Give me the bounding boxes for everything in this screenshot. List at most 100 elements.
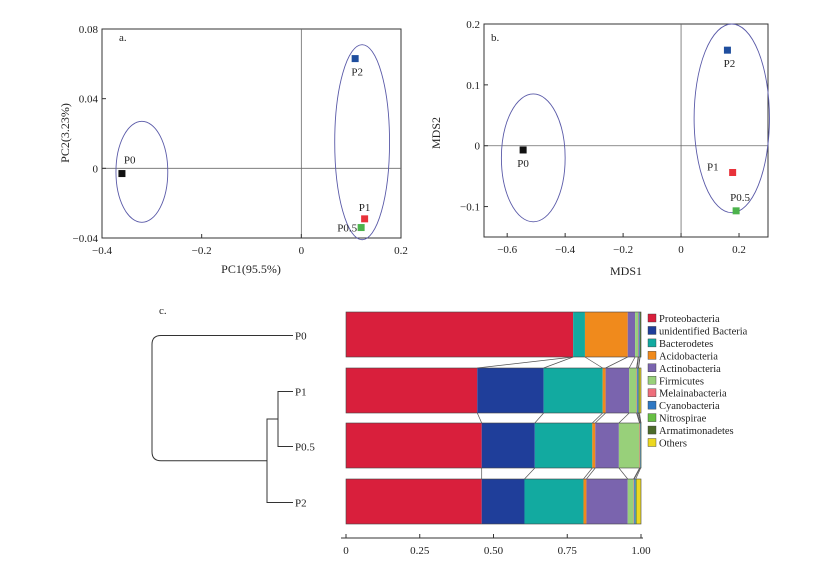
bar-segment-P2-proteobacteria [346, 479, 482, 524]
x-tick-label-c: 0.75 [558, 545, 578, 557]
bar-connector [636, 356, 639, 369]
x-tick-label-c: 0 [343, 545, 349, 557]
bar-segment-P0-5-proteobacteria [346, 423, 482, 468]
x-tick-label-a: −0.2 [192, 245, 212, 257]
point-P0-5-a [357, 224, 365, 232]
legend-label: Proteobacteria [659, 314, 720, 325]
bar-segment-P1-acidobacteria [602, 368, 606, 413]
bar-connector [636, 356, 639, 369]
bar-segment-P1-unidentified-bacteria [477, 368, 544, 413]
stacked-bars: 0 0.25 0.50 0.75 1.00 [341, 311, 651, 557]
group-ellipse-b [693, 23, 770, 214]
x-tick-label-b: −0.6 [497, 244, 517, 256]
bar-connector [524, 467, 536, 480]
legend-swatch [647, 400, 657, 410]
x-tick-label-a: −0.4 [92, 245, 112, 257]
bar-segment-P2-others [636, 479, 641, 524]
bar-segment-P1-nitrospirae [638, 368, 639, 413]
bar-connector [534, 412, 544, 424]
composition-panel: c. P0 P1 P0.5 P2 0 0.25 0.50 0.75 1.00 Proteoba… [151, 305, 748, 557]
bar-segment-P2-cyanobacteria [634, 479, 636, 524]
y-axis-label-b: MDS2 [429, 117, 443, 149]
bar-outline [345, 422, 642, 469]
bar-segment-P1-firmicutes [629, 368, 637, 413]
legend-swatch [647, 338, 657, 348]
bar-segment-P1-proteobacteria [346, 368, 478, 413]
dendrogram-leaf-label: P2 [295, 498, 307, 510]
y-axis-label-a: PC2(3.23%) [58, 103, 72, 163]
legend-swatch [647, 351, 657, 360]
bar-segment-P2-nitrospirae [635, 479, 637, 524]
y-tick-label-b: 0.2 [466, 19, 480, 31]
bar-segment-P0-melainabacteria [638, 312, 639, 357]
bar-segment-P1-bacterodetes [543, 368, 603, 413]
x-tick-label-b: −0.4 [555, 244, 575, 256]
x-tick-label-b: 0.2 [732, 244, 746, 256]
x-tick-label-b: 0 [678, 244, 684, 256]
legend-swatch [647, 313, 657, 323]
mds-panel: b. MDS1 MDS2 −0.6 −0.4 −0.2 0 0.2 −0.1 0 0.1 0.2… [429, 19, 770, 278]
panel-label-b: b. [491, 32, 500, 44]
legend-label: Cyanobacteria [659, 401, 720, 412]
legend-label: Firmicutes [659, 376, 704, 387]
legend-swatch [647, 363, 657, 372]
bar-connector [586, 467, 596, 480]
bar-connector [477, 356, 574, 369]
bar-connector [584, 356, 603, 369]
bar-segment-P0-armatimonadetes [640, 312, 641, 357]
bar-segment-P0-acidobacteria [584, 312, 628, 357]
legend-label: Armatimonadetes [659, 426, 734, 437]
legend-label: Others [659, 439, 687, 450]
legend-swatch [647, 326, 657, 335]
y-tick-label-a: −0.04 [73, 233, 99, 245]
bar-connector [633, 467, 640, 480]
x-tick-label-c: 1.00 [631, 545, 651, 557]
point-P0-a [118, 170, 126, 178]
bar-segment-P0-5-unidentified-bacteria [481, 423, 535, 468]
bar-segment-P0-5-acidobacteria [592, 423, 596, 468]
legend-label: Bacterodetes [659, 339, 713, 350]
x-tick-label-c: 0.50 [484, 545, 504, 557]
bar-segment-P0-bacterodetes [573, 312, 585, 357]
legend-label: Actinobacteria [659, 364, 721, 375]
x-tick-label-a: 0.2 [394, 245, 408, 257]
plot-frame-b [483, 23, 769, 238]
legend-swatch [647, 438, 657, 447]
bar-connector [636, 412, 641, 424]
bar-segment-P0-5-actinobacteria [595, 423, 619, 468]
point-label-a: P0.5 [337, 223, 357, 235]
bar-connector [633, 467, 641, 480]
point-label-a: P0 [124, 155, 136, 167]
bar-segment-P0-nitrospirae [639, 312, 641, 357]
point-P2-b [723, 46, 731, 54]
bar-segment-P0-firmicutes [635, 312, 639, 357]
bar-outline [345, 478, 642, 525]
group-ellipse-b [500, 93, 566, 223]
plot-frame-a [101, 28, 402, 239]
bar-segment-P0-cyanobacteria [638, 312, 640, 357]
bar-segment-P2-melainabacteria [633, 479, 635, 524]
bar-connector [583, 467, 593, 480]
bar-segment-P0-5-firmicutes [618, 423, 640, 468]
group-ellipse-a [334, 44, 390, 241]
y-tick-label-a: 0.04 [79, 94, 99, 106]
legend-label: Melainabacteria [659, 389, 727, 400]
point-label-b: P2 [724, 58, 736, 70]
y-tick-label-b: 0 [475, 141, 481, 153]
x-tick-label-b: −0.2 [613, 244, 633, 256]
y-tick-label-b: −0.1 [460, 202, 480, 214]
dendrogram-leaf-label: P0.5 [295, 442, 315, 454]
panel-label-c: c. [159, 305, 167, 317]
bar-connector [605, 356, 628, 369]
bar-connector [639, 412, 642, 424]
bar-segment-P0-5-bacterodetes [534, 423, 593, 468]
bar-segment-P2-firmicutes [627, 479, 634, 524]
point-label-a: P2 [351, 67, 363, 79]
legend-label: unidentified Bacteria [659, 326, 748, 337]
legend-label: Acidobacteria [659, 351, 718, 362]
x-tick-label-a: 0 [299, 245, 305, 257]
bar-segment-P0-5-cyanobacteria [640, 423, 641, 468]
bar-segment-P0-proteobacteria [346, 312, 574, 357]
dendrogram-branch [151, 335, 293, 462]
